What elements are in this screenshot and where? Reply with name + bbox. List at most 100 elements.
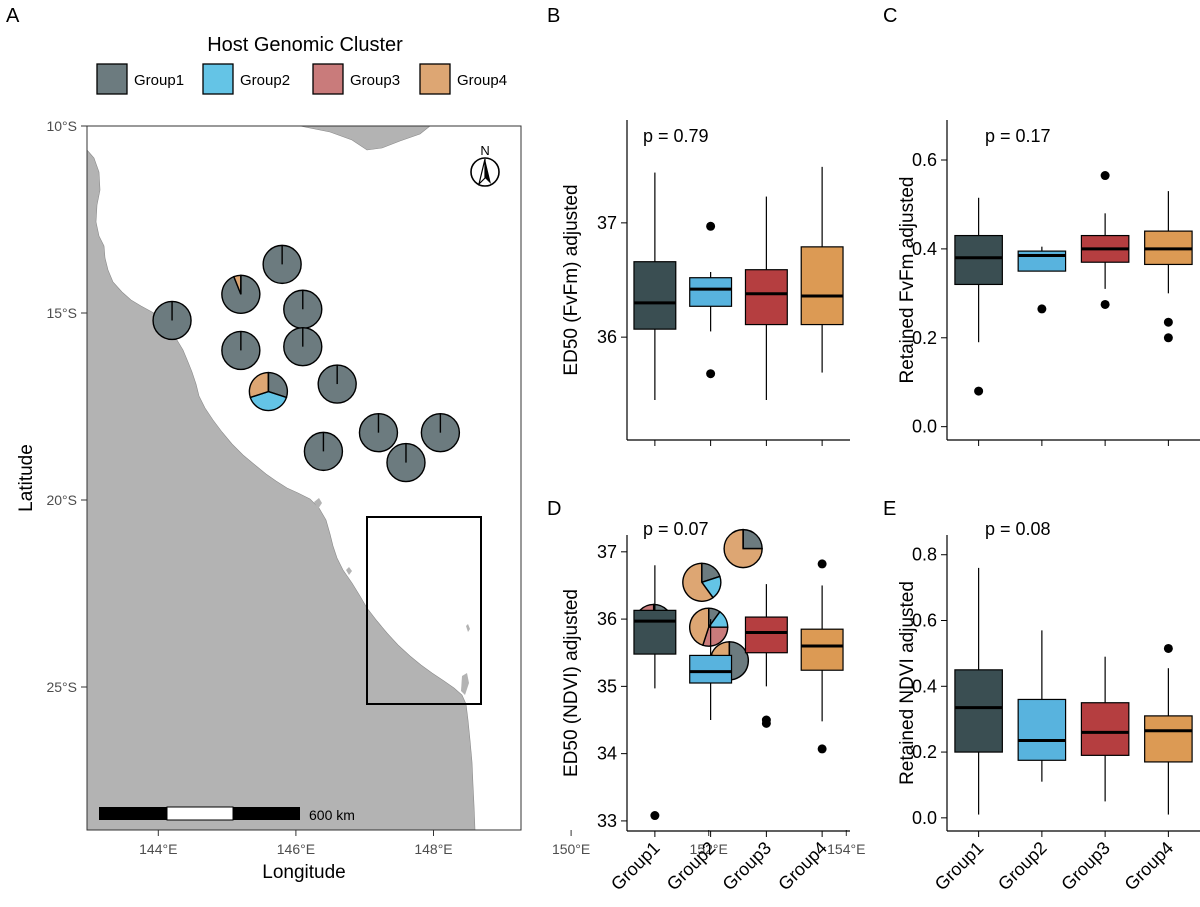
y-tick-label: 0.4 xyxy=(912,676,937,696)
box-iqr xyxy=(744,269,788,326)
outlier-point xyxy=(761,718,771,728)
map-y-tick-label: 25°S xyxy=(46,679,77,695)
box-iqr xyxy=(954,234,1003,286)
panel-letter-c: C xyxy=(883,5,897,27)
site-pie xyxy=(262,244,302,285)
outlier-point xyxy=(817,559,827,569)
box-group4 xyxy=(1144,643,1193,815)
y-tick-label: 0.8 xyxy=(912,545,937,565)
panel-e: E 0.0 0.2 0.4 0.6 0.8 Retained NDVI adjusted p … xyxy=(883,498,1200,894)
pie-slice xyxy=(701,626,729,647)
site-pie xyxy=(420,412,461,453)
legend-swatch-group4 xyxy=(419,63,451,95)
box-group1 xyxy=(633,565,677,821)
site-pie xyxy=(283,289,323,329)
map-x-tick-label: 148°E xyxy=(414,841,452,857)
x-tick-label: Group4 xyxy=(1121,838,1178,895)
map-x-tick-label: 154°E xyxy=(827,841,865,857)
panel-b: B 36 37 ED50 (FvFm) adjusted p = 0.79 xyxy=(547,5,850,446)
map-x-label: Longitude xyxy=(262,862,345,883)
map-x-tick-label: 146°E xyxy=(277,841,315,857)
panel-c: C 0.0 0.2 0.4 0.6 Retained FvFm adjusted p = 0… xyxy=(883,5,1200,446)
outlier-point xyxy=(1163,333,1173,343)
panel-d: D 33 34 35 36 37 ED50 (NDVI) adjusted p = 0.07 G… xyxy=(547,498,850,894)
legend-title: Host Genomic Cluster xyxy=(207,34,403,56)
y-axis-label: Retained NDVI adjusted xyxy=(897,581,918,785)
pie-slice xyxy=(723,528,763,569)
outlier-point xyxy=(817,744,827,754)
panel-letter-b: B xyxy=(547,5,560,27)
y-tick-label: 0.0 xyxy=(912,808,937,828)
box-group3 xyxy=(1080,656,1130,802)
box-group3 xyxy=(744,584,788,728)
box-group3 xyxy=(744,196,788,400)
map-y-tick-label: 15°S xyxy=(46,305,77,321)
panel-letter-a: A xyxy=(6,5,20,27)
outlier-point xyxy=(1163,643,1173,653)
box-group2 xyxy=(689,221,733,379)
y-tick-label: 36 xyxy=(597,327,617,347)
p-value-annotation: p = 0.08 xyxy=(985,519,1051,539)
p-value-annotation: p = 0.17 xyxy=(985,126,1051,146)
map-y-label: Latitude xyxy=(16,444,37,512)
outlier-point xyxy=(706,221,716,231)
legend-items: Group1 Group2 Group3 Group4 xyxy=(96,63,507,95)
y-tick-label: 0.6 xyxy=(912,611,937,631)
island xyxy=(346,567,352,575)
legend-label-group2: Group2 xyxy=(240,72,290,89)
box-iqr xyxy=(1144,715,1193,763)
y-tick-label: 0.2 xyxy=(912,742,937,762)
y-tick-label: 35 xyxy=(597,676,617,696)
site-pie xyxy=(152,300,192,341)
outlier-point xyxy=(706,369,716,379)
box-iqr xyxy=(954,669,1003,753)
pie-slice xyxy=(249,390,288,412)
legend-swatch-group1 xyxy=(96,63,128,95)
p-value-annotation: p = 0.07 xyxy=(643,519,709,539)
outlier-point xyxy=(650,811,660,821)
box-iqr xyxy=(800,628,844,671)
box-iqr xyxy=(800,246,844,326)
y-axis-label: ED50 (FvFm) adjusted xyxy=(561,184,582,375)
box-group1 xyxy=(633,172,677,400)
site-pie xyxy=(358,412,399,453)
pie-slice xyxy=(682,562,714,602)
box-iqr xyxy=(689,277,733,307)
site-pie xyxy=(723,528,763,569)
box-iqr xyxy=(1080,702,1130,756)
y-tick-label: 0.2 xyxy=(912,328,937,348)
y-tick-label: 0.0 xyxy=(912,417,937,437)
map-y-tick-label: 20°S xyxy=(46,492,77,508)
panel-letter-e: E xyxy=(883,498,896,520)
outlier-point xyxy=(1163,317,1173,327)
site-pie xyxy=(283,326,323,367)
island xyxy=(314,498,322,509)
y-tick-label: 37 xyxy=(597,213,617,233)
legend-swatch-group2 xyxy=(202,63,234,95)
island xyxy=(461,673,469,695)
x-tick-label: Group4 xyxy=(774,838,831,895)
boxplot-panels: B 36 37 ED50 (FvFm) adjusted p = 0.79 C 0.0 0.2… xyxy=(547,5,1200,894)
y-tick-label: 0.4 xyxy=(912,239,937,259)
legend-label-group3: Group3 xyxy=(350,72,400,89)
box-group1 xyxy=(954,197,1003,396)
legend-swatch-group3 xyxy=(312,63,344,95)
x-tick-label: Group3 xyxy=(1057,838,1114,895)
map-y-tick-label: 10°S xyxy=(46,118,77,134)
box-group2 xyxy=(1017,246,1067,314)
x-tick-label: Group1 xyxy=(607,838,664,895)
map-x-tick-label: 152°E xyxy=(690,841,728,857)
x-tick-label: Group2 xyxy=(994,838,1051,895)
box-group4 xyxy=(1144,191,1193,343)
site-pie xyxy=(221,274,261,314)
box-iqr xyxy=(633,261,677,330)
site-pie xyxy=(303,431,344,472)
pie-slice xyxy=(742,528,763,550)
site-pie xyxy=(689,607,729,647)
north-label: N xyxy=(480,143,489,158)
box-iqr xyxy=(689,654,733,684)
box-iqr xyxy=(1017,698,1067,761)
box-iqr xyxy=(633,609,677,655)
box-group4 xyxy=(800,559,844,754)
